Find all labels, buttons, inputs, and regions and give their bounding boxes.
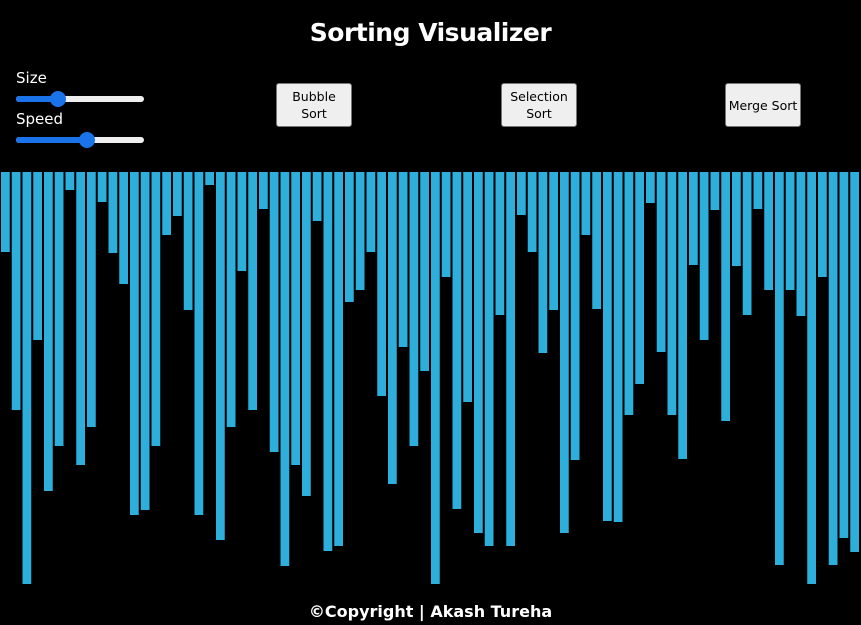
array-bar <box>1 172 10 252</box>
array-bar <box>785 172 795 290</box>
array-bar <box>280 172 290 566</box>
array-bar <box>549 172 558 310</box>
array-bar <box>775 172 784 565</box>
array-bar <box>753 172 763 209</box>
array-bar <box>689 172 698 265</box>
array-bar <box>119 172 128 284</box>
array-bars <box>1 172 861 592</box>
array-bar <box>226 172 236 427</box>
array-bar <box>409 172 419 446</box>
array-bar <box>22 172 32 584</box>
array-bar <box>850 172 859 552</box>
array-bar <box>656 172 666 352</box>
array-bar <box>839 172 849 538</box>
array-bar <box>613 172 623 522</box>
array-bar <box>205 172 214 185</box>
array-bar <box>140 172 150 510</box>
array-bar <box>570 172 580 460</box>
array-bar <box>388 172 397 484</box>
array-bar <box>699 172 709 340</box>
array-bar <box>97 172 107 202</box>
array-bar <box>173 172 182 216</box>
array-bar <box>108 172 118 253</box>
array-bar <box>764 172 773 290</box>
array-bar <box>560 172 569 533</box>
array-bar <box>65 172 75 190</box>
size-label: Size <box>16 69 47 87</box>
size-slider-fill <box>16 96 55 102</box>
array-bar <box>441 172 451 277</box>
array-bar <box>259 172 268 209</box>
array-bar <box>818 172 827 277</box>
array-bar <box>194 172 204 515</box>
array-bar <box>463 172 472 402</box>
array-bar <box>366 172 376 252</box>
array-bar <box>527 172 537 252</box>
array-bar <box>162 172 171 235</box>
array-bars-svg <box>1 172 859 584</box>
array-bar <box>624 172 634 415</box>
array-bar <box>87 172 96 427</box>
array-bar <box>355 172 365 290</box>
array-bar <box>312 172 322 221</box>
array-bar <box>345 172 354 302</box>
array-bar <box>506 172 515 546</box>
array-bar <box>646 172 655 203</box>
array-bar <box>302 172 311 496</box>
speed-slider-thumb[interactable] <box>78 132 95 148</box>
array-bar <box>248 172 257 410</box>
array-bar <box>678 172 687 459</box>
array-bar <box>517 172 526 215</box>
array-bar <box>495 172 505 315</box>
speed-label: Speed <box>16 110 64 128</box>
array-bar <box>828 172 838 565</box>
size-slider[interactable] <box>16 89 144 109</box>
speed-slider-fill <box>16 137 88 143</box>
array-bar <box>667 172 677 415</box>
array-bar <box>323 172 333 551</box>
bubble-sort-button[interactable]: Bubble Sort <box>276 83 352 127</box>
array-bar <box>216 172 225 540</box>
array-bar <box>33 172 42 340</box>
size-slider-track <box>16 96 144 102</box>
array-bar <box>796 172 806 316</box>
array-bar <box>635 172 644 384</box>
array-bar <box>721 172 730 421</box>
array-bar <box>710 172 720 210</box>
array-bar <box>420 172 429 371</box>
array-bar <box>538 172 548 353</box>
array-bar <box>474 172 483 533</box>
footer-copyright: ©Copyright | Akash Tureha <box>308 602 553 621</box>
array-bar <box>732 172 741 266</box>
array-bar <box>291 172 300 465</box>
array-bar <box>742 172 752 315</box>
array-bar <box>76 172 85 465</box>
array-bar <box>151 172 161 446</box>
merge-sort-button[interactable]: Merge Sort <box>725 83 801 127</box>
array-bar <box>269 172 279 452</box>
array-bar <box>130 172 139 515</box>
array-bar <box>334 172 343 546</box>
array-bar <box>44 172 53 491</box>
array-bar <box>484 172 494 546</box>
array-bar <box>183 172 193 310</box>
array-bar <box>237 172 247 271</box>
array-bar <box>54 172 64 446</box>
page-title: Sorting Visualizer <box>309 18 552 47</box>
array-bar <box>452 172 462 509</box>
array-bar <box>431 172 440 584</box>
array-bar <box>398 172 408 347</box>
array-bar <box>603 172 612 521</box>
array-bar <box>377 172 386 396</box>
array-bar <box>11 172 21 410</box>
array-bar <box>807 172 816 584</box>
array-bar <box>592 172 601 309</box>
speed-slider[interactable] <box>16 130 144 150</box>
size-slider-thumb[interactable] <box>49 91 66 107</box>
selection-sort-button[interactable]: Selection Sort <box>501 83 577 127</box>
array-bar <box>581 172 591 235</box>
